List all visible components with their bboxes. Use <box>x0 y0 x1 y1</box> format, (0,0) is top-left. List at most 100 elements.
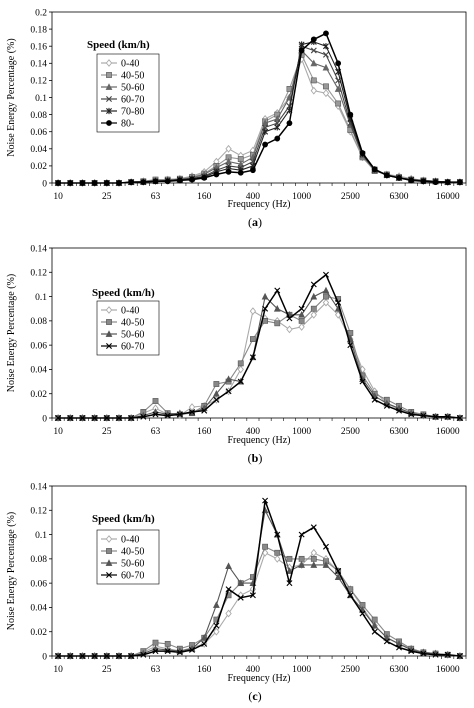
x-tick-label: 6300 <box>390 427 409 437</box>
data-point <box>201 174 208 181</box>
data-point <box>456 653 463 659</box>
data-point <box>298 317 305 324</box>
data-point <box>189 176 195 183</box>
data-point <box>225 375 232 383</box>
data-point <box>201 407 208 414</box>
x-tick-label: 16000 <box>436 192 460 202</box>
y-tick-label: 0.16 <box>30 43 47 53</box>
data-point <box>103 180 110 186</box>
data-point <box>444 179 451 186</box>
data-point <box>67 180 74 186</box>
data-point <box>432 179 439 186</box>
x-tick-label: 1000 <box>292 427 311 437</box>
data-point <box>115 415 122 421</box>
data-point <box>322 63 330 71</box>
x-tick-label: 1000 <box>292 192 311 202</box>
data-point <box>298 531 305 538</box>
data-point <box>213 171 220 178</box>
data-point <box>322 51 329 58</box>
legend-entry: 70-80 <box>101 107 144 118</box>
data-point <box>103 653 110 659</box>
data-point <box>152 411 159 418</box>
data-point <box>128 653 135 659</box>
data-point <box>420 412 427 419</box>
data-point <box>274 531 281 538</box>
y-tick-label: 0.2 <box>35 8 47 18</box>
legend-label: 70-80 <box>121 107 144 118</box>
data-point <box>383 634 391 641</box>
legend-entry: 0-40 <box>101 306 139 317</box>
legend-marker <box>105 83 113 90</box>
data-point <box>371 166 378 173</box>
legend-title: Speed (km/h) <box>92 513 155 525</box>
legend-title: Speed (km/h) <box>87 39 150 51</box>
y-tick-label: 0.18 <box>30 25 47 35</box>
legend-marker <box>106 96 112 102</box>
data-point <box>67 653 74 659</box>
data-point <box>298 311 306 318</box>
data-point <box>359 610 366 617</box>
data-point <box>128 415 135 421</box>
data-point <box>359 378 366 385</box>
data-point <box>164 648 171 655</box>
data-point <box>286 555 293 562</box>
data-point <box>408 177 415 184</box>
data-point <box>262 543 268 550</box>
data-point <box>176 411 183 418</box>
data-point <box>371 616 378 623</box>
series-60-70 <box>55 271 463 421</box>
y-tick-label: 0.04 <box>30 145 47 155</box>
data-point <box>371 628 378 635</box>
data-point <box>298 305 305 312</box>
data-point <box>249 592 256 599</box>
data-point <box>310 524 317 531</box>
data-point <box>335 299 342 306</box>
data-point <box>91 653 98 659</box>
x-axis-label: Frequency (Hz) <box>227 673 290 684</box>
legend-marker <box>106 72 112 78</box>
data-point <box>237 160 245 168</box>
x-axis-label: Frequency (Hz) <box>227 199 290 210</box>
legend-entry: 50-60 <box>101 559 144 570</box>
data-point <box>408 648 415 655</box>
data-point <box>286 580 293 587</box>
y-tick-label: 0.06 <box>30 341 47 351</box>
chart-panel-b: 0 0.02 0.04 0.06 0.08 0.1 0.12 0.14 10 25 63 160 400… <box>6 244 467 465</box>
data-point <box>79 180 86 186</box>
legend-marker <box>106 572 112 578</box>
data-point <box>432 651 439 658</box>
data-point <box>310 86 317 95</box>
data-point <box>250 336 256 342</box>
y-tick-label: 0.08 <box>30 555 47 565</box>
data-point <box>444 413 451 420</box>
data-point <box>128 179 135 186</box>
legend-label: 60-70 <box>121 95 144 106</box>
data-point <box>225 609 232 618</box>
data-point <box>432 413 439 420</box>
data-point <box>310 77 317 84</box>
legend-label: 0-40 <box>121 535 139 546</box>
series-60-70 <box>55 497 463 659</box>
legend-marker <box>105 59 113 67</box>
data-point <box>152 398 159 404</box>
x-tick-label: 25 <box>102 192 112 202</box>
data-point <box>176 649 183 656</box>
data-point <box>310 59 318 67</box>
data-point <box>116 180 122 186</box>
data-point <box>310 305 317 312</box>
data-point <box>55 415 62 421</box>
y-tick-label: 0.1 <box>35 531 47 541</box>
data-point <box>79 653 86 659</box>
data-point <box>164 178 171 185</box>
y-tick-label: 0.04 <box>30 366 47 376</box>
data-point <box>371 621 379 629</box>
legend-marker <box>106 319 112 325</box>
data-point <box>188 403 196 411</box>
x-tick-label: 400 <box>246 665 261 675</box>
x-tick-label: 63 <box>151 192 161 202</box>
data-point <box>322 89 330 98</box>
legend-entry: 60-70 <box>101 571 144 582</box>
